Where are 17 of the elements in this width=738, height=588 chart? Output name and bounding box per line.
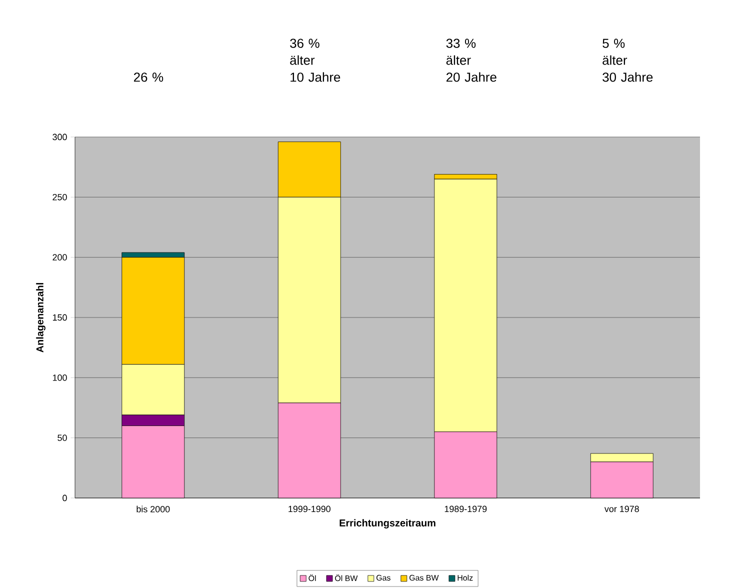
y-tick-label: 300 bbox=[52, 134, 67, 140]
x-tick-label: bis 2000 bbox=[136, 506, 170, 512]
x-tick-label: 1989-1979 bbox=[444, 506, 487, 512]
y-tick-label: 0 bbox=[62, 494, 67, 502]
x-tick-label: 1999-1990 bbox=[288, 506, 330, 512]
x-tick-label: vor 1978 bbox=[604, 506, 639, 512]
text: 36 % älter 10 Jahre bbox=[290, 38, 340, 82]
y-axis-title: Anlagenanzahl bbox=[36, 283, 46, 352]
y-tick-label: 100 bbox=[52, 374, 67, 381]
y-tick-label: 200 bbox=[52, 254, 67, 260]
y-tick-label: 250 bbox=[52, 194, 67, 200]
x-axis-title: Errichtungszeitraum bbox=[340, 519, 436, 529]
y-tick-label: 150 bbox=[52, 314, 67, 321]
text: 33 % älter 20 Jahre bbox=[446, 38, 496, 82]
text: 5 % älter 30 Jahre bbox=[602, 38, 653, 82]
text: 26 % bbox=[134, 72, 164, 82]
y-tick-label: 50 bbox=[58, 434, 67, 441]
